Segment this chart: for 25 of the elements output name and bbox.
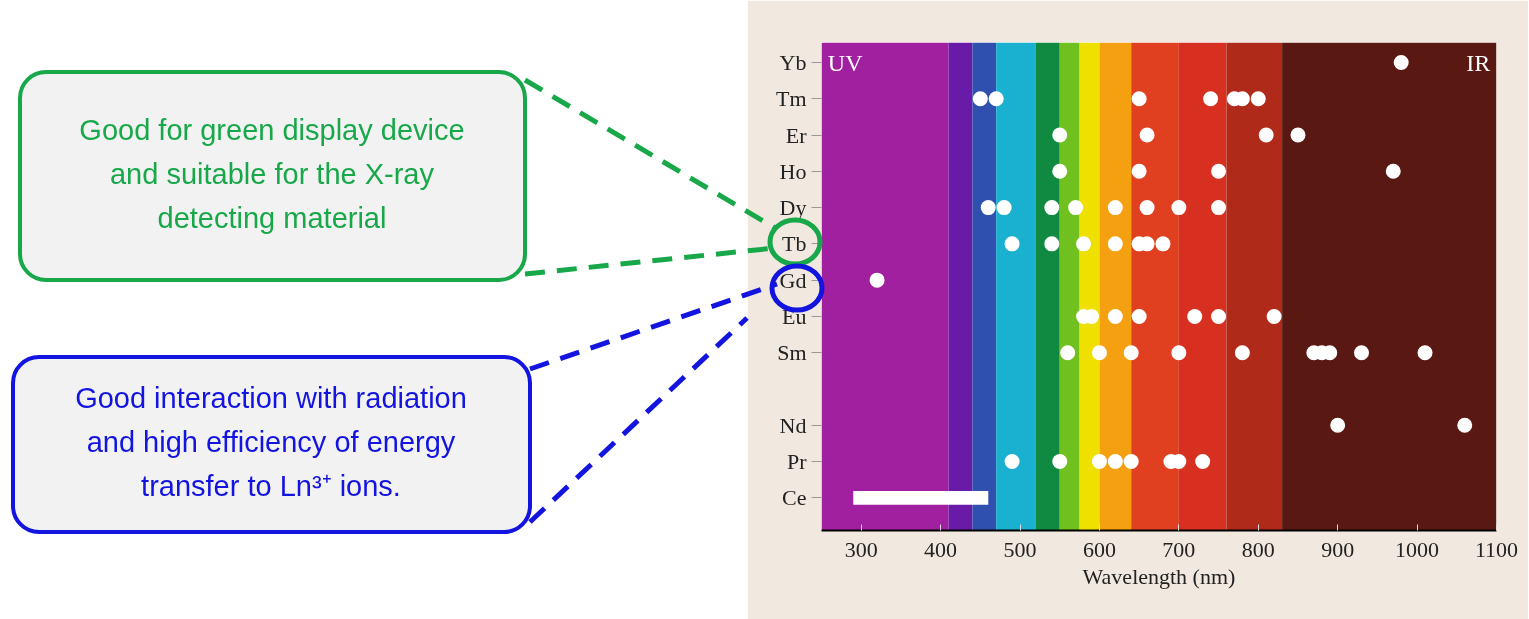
x-tick-label: 900 [1321,536,1355,562]
y-tick-label: Dy [779,195,807,221]
y-tick-label: Ho [779,158,807,184]
band-label: UV [827,49,864,76]
y-tick-label: Tm [775,86,807,112]
y-tick-label: Tb [782,231,807,257]
text: Good for green display device and suitable for the X-ray detecting material [79,113,465,234]
y-tick-label: Yb [779,49,807,75]
x-tick-label: 1000 [1395,536,1440,562]
y-tick-label: Gd [779,267,807,293]
x-tick-label: 300 [844,536,878,562]
x-tick-label: 1100 [1474,536,1519,562]
x-tick-label: 800 [1241,536,1275,562]
y-tick-label: Ce [782,485,807,511]
y-tick-label: Sm [777,340,807,366]
x-tick-label: 600 [1082,536,1116,562]
x-tick-label: 500 [1003,536,1037,562]
text: Good interaction with radiation and high efficiency of energy transfer to Ln³⁺ ions. [75,382,467,503]
y-tick-label: Er [785,122,808,148]
x-tick-label: 400 [924,536,958,562]
y-tick-label: Nd [779,412,807,438]
x-axis-title: Wavelength (nm) [1082,563,1236,589]
x-tick-label: 700 [1162,536,1196,562]
y-tick-label: Pr [786,449,808,475]
band-label: IR [1466,49,1491,76]
